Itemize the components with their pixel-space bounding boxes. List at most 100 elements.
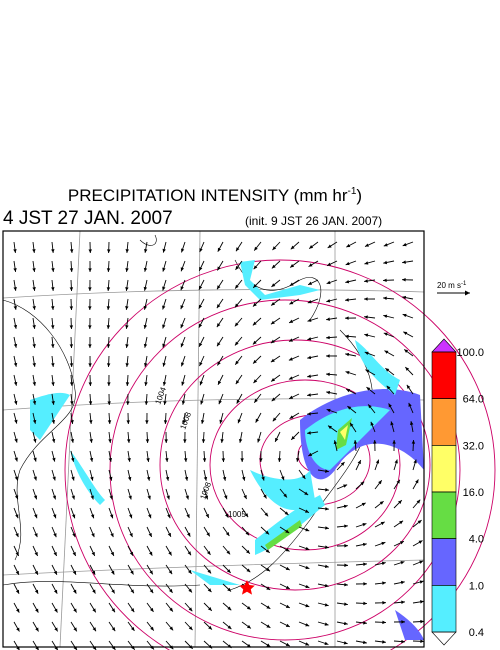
wind-arrow-head — [127, 476, 132, 481]
wind-arrow-head — [13, 324, 18, 329]
wind-arrow-head — [168, 551, 172, 556]
wind-arrow-head — [225, 532, 230, 536]
wind-arrow-head — [362, 523, 367, 527]
wind-arrow-head — [13, 268, 17, 272]
wind-arrow-head — [234, 322, 239, 327]
wind-arrow-head — [266, 605, 271, 609]
wind-arrow-head — [345, 371, 350, 375]
wind-arrow-head — [35, 608, 39, 613]
wind-arrow-head — [363, 621, 367, 625]
wind-arrow-head — [296, 458, 300, 462]
wind-arrow-head — [226, 550, 231, 555]
wind-arrow-head — [180, 248, 185, 253]
wind-arrow-head — [283, 493, 288, 498]
wind-scale: 20 m s-1 — [437, 281, 470, 296]
wind-arrow-head — [364, 315, 368, 319]
wind-arrow-head — [259, 458, 263, 462]
wind-arrow-head — [146, 476, 151, 481]
wind-arrow-head — [265, 549, 270, 553]
wind-arrow-head — [285, 585, 290, 589]
wind-arrow-head — [364, 297, 368, 301]
wind-arrow-head — [32, 249, 36, 253]
wind-arrow-head — [70, 457, 75, 462]
wind-arrow-head — [51, 268, 55, 272]
wind-arrow-head — [69, 287, 74, 291]
wind-arrow-head — [32, 287, 36, 291]
wind-arrow-head — [89, 457, 94, 462]
wind-arrow-head — [254, 246, 258, 251]
wind-arrow-head — [252, 302, 257, 307]
title: PRECIPITATION INTENSITY (mm hr-1) — [68, 186, 362, 205]
wind-arrow-head — [343, 641, 348, 645]
wind-arrow-head — [130, 570, 134, 575]
wind-arrow-head — [344, 544, 348, 548]
wind-arrow-head — [13, 362, 18, 367]
wind-arrow-head — [51, 249, 55, 253]
wind-arrow-head — [234, 303, 239, 308]
wind-arrow-head — [327, 262, 332, 266]
wind-arrow-head — [271, 264, 276, 269]
wind-arrow-head — [33, 438, 37, 443]
wind-arrow-head — [253, 379, 258, 384]
wind-arrow-head — [127, 458, 131, 462]
wind-arrow-head — [346, 243, 351, 248]
wind-arrow-head — [51, 438, 56, 443]
wind-arrow-head — [419, 580, 424, 584]
wind-arrow-head — [163, 420, 168, 424]
isobar-label: 1005 — [228, 510, 246, 519]
wind-arrow-head — [325, 507, 329, 511]
wind-arrow-head — [148, 532, 152, 537]
wind-arrow-head — [285, 642, 290, 647]
wind-arrow-head — [402, 260, 406, 264]
wind-arrow-head — [415, 479, 419, 484]
wind-arrow-head — [125, 249, 129, 253]
wind-arrow-head — [405, 367, 410, 371]
wind-arrow-head — [198, 285, 203, 290]
wind-arrow-head — [198, 304, 203, 309]
wind-arrow-head — [383, 243, 388, 247]
init-time: (init. 9 JST 26 JAN. 2007) — [245, 214, 382, 228]
wind-arrow-head — [15, 589, 20, 594]
wind-arrow-head — [343, 504, 348, 509]
wind-arrow-head — [111, 627, 116, 632]
wind-arrow-head — [277, 458, 282, 462]
wind-arrow-head — [50, 325, 55, 329]
wind-arrow-head — [13, 287, 17, 291]
colorbar-under — [431, 631, 457, 646]
wind-arrow-head — [383, 278, 387, 283]
wind-arrow-head — [218, 380, 222, 385]
wind-arrow-head — [403, 331, 408, 336]
wind-arrow-head — [227, 606, 232, 611]
wind-arrow-head — [15, 551, 19, 556]
colorbar-segment — [431, 351, 457, 399]
wind-arrow-head — [265, 530, 270, 535]
wind-arrow-head — [180, 286, 184, 291]
wind-arrow-head — [253, 359, 257, 364]
wind-arrow-head — [200, 419, 205, 424]
wind-arrow-head — [326, 390, 331, 395]
wind-arrow-head — [400, 580, 405, 585]
wind-arrow-head — [125, 306, 129, 310]
wind-arrow-head — [345, 316, 349, 320]
wind-arrow-head — [207, 607, 212, 611]
wind-arrow-head — [110, 551, 114, 556]
wind-arrow-head — [305, 623, 310, 627]
wind-arrow-head — [143, 343, 148, 348]
wind-arrow-head — [128, 514, 133, 519]
wind-arrow-head — [207, 569, 212, 574]
wind-arrow-head — [252, 321, 257, 326]
wind-arrow-head — [125, 287, 129, 291]
wind-arrow-head — [165, 476, 170, 481]
wind-arrow-head — [362, 542, 367, 547]
wind-arrow-head — [106, 268, 111, 272]
wind-arrow-head — [246, 606, 251, 610]
wind-arrow-head — [144, 362, 148, 367]
wind-arrow-head — [107, 401, 111, 405]
wind-arrow-head — [145, 420, 149, 424]
wind-arrow-head — [386, 385, 391, 390]
wind-arrow-head — [220, 439, 224, 443]
wind-arrow-head — [144, 401, 149, 405]
wind-scale-label: 20 m s-1 — [437, 281, 467, 290]
wind-arrow-head — [326, 280, 331, 285]
wind-arrow-head — [16, 627, 20, 632]
